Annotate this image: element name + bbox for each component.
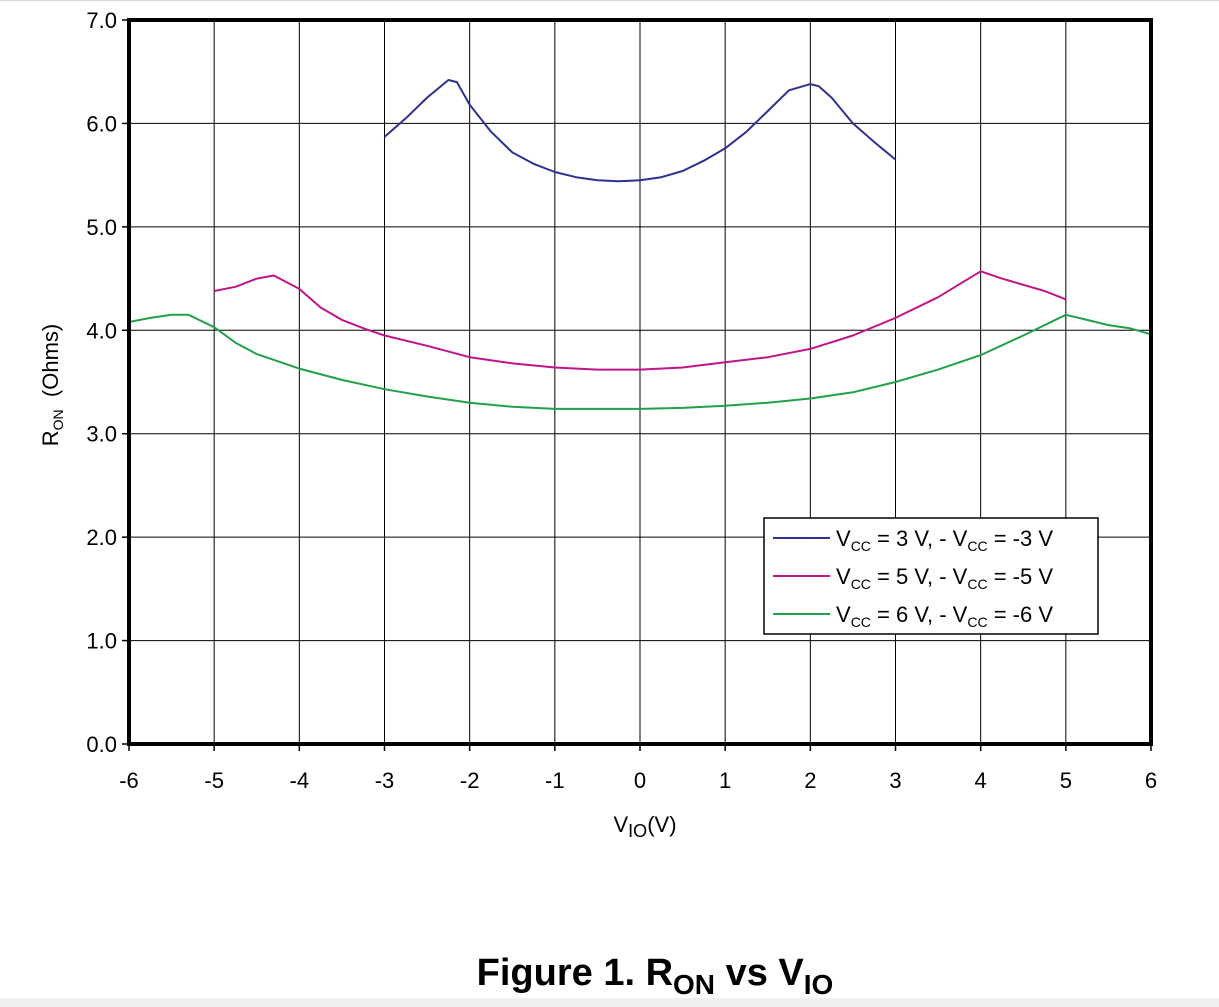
y-tick-label: 0.0 [86, 732, 117, 757]
y-axis-title: RON (Ohms) [38, 324, 66, 446]
x-tick-label: 2 [804, 768, 816, 793]
series-line-1 [383, 79, 897, 183]
x-tick-label: -3 [375, 768, 395, 793]
series-line-3 [128, 313, 1152, 410]
y-tick-label: 7.0 [86, 8, 117, 33]
grid [129, 20, 1151, 744]
series-line-2 [214, 270, 1067, 371]
x-tick-label: -5 [204, 768, 224, 793]
legend-label: VCC = 3 V, - VCC = -3 V [836, 526, 1053, 554]
x-tick-label: -2 [460, 768, 480, 793]
legend-label: VCC = 5 V, - VCC = -5 V [836, 564, 1053, 592]
bottom-border [0, 998, 1219, 1007]
y-tick-label: 1.0 [86, 629, 117, 654]
top-border [0, 0, 1219, 1]
figure-caption: Figure 1. RON vs VIO [477, 952, 834, 1000]
x-tick-label: 6 [1145, 768, 1157, 793]
x-tick-label: -6 [119, 768, 139, 793]
legend-label: VCC = 6 V, - VCC = -6 V [836, 602, 1053, 630]
x-tick-label: 1 [719, 768, 731, 793]
legend: VCC = 3 V, - VCC = -3 V VCC = 5 V, - VCC … [763, 517, 1099, 635]
x-tick-label: -1 [545, 768, 565, 793]
y-tick-label: 6.0 [86, 111, 117, 136]
x-axis-title: VIO(V) [613, 812, 676, 841]
x-tick-label: 5 [1060, 768, 1072, 793]
y-tick-label: 4.0 [86, 318, 117, 343]
y-tick-label: 2.0 [86, 525, 117, 550]
axis-ticks: -6 -5 -4 -3 -2 -1 0 1 2 3 4 5 6 0.0 1.0 2.0 3.0 4.0 5.0 6.0… [86, 8, 1157, 793]
x-tick-label: 3 [889, 768, 901, 793]
y-tick-label: 3.0 [86, 422, 117, 447]
series-lines [128, 79, 1152, 410]
x-tick-label: -4 [290, 768, 310, 793]
x-tick-label: 4 [975, 768, 987, 793]
y-tick-label: 5.0 [86, 215, 117, 240]
x-tick-label: 0 [634, 768, 646, 793]
